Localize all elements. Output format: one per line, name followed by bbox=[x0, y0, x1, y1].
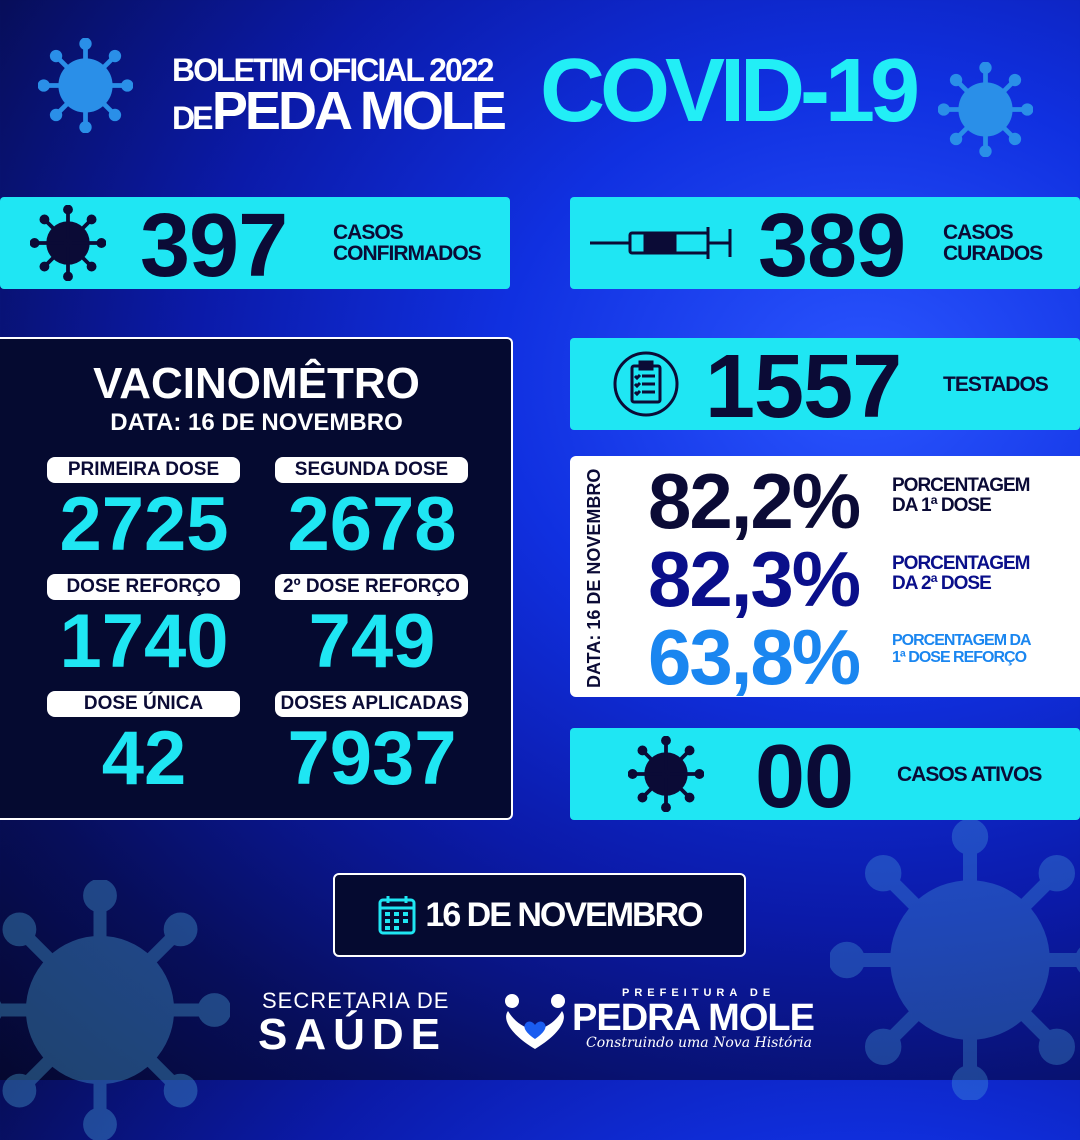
label-line: DA 2ª DOSE bbox=[892, 573, 992, 594]
prefeitura-logo: PREFEITURA DE PEDRA MOLE Construindo uma… bbox=[500, 985, 830, 1060]
label-line: PORCENTAGEM DA bbox=[892, 632, 1032, 649]
virus-decoration-icon bbox=[38, 38, 133, 133]
header-de: DE bbox=[172, 100, 213, 136]
percentage-label: PORCENTAGEM DA 1ª DOSE REFORÇO bbox=[892, 632, 1032, 666]
percentage-value: 63,8% bbox=[648, 613, 861, 701]
tested-label: TESTADOS bbox=[943, 373, 1049, 396]
virus-icon bbox=[30, 205, 106, 281]
header-line2: DE PEDA MOLE bbox=[172, 80, 507, 142]
virus-decoration-icon bbox=[0, 880, 230, 1140]
percentage-label: PORCENTAGEM DA 2ª DOSE bbox=[892, 553, 1030, 594]
label-line: CASOS bbox=[333, 221, 404, 244]
vaccine-dose-value: 749 bbox=[308, 599, 436, 684]
vaccine-dose-label: SEGUNDA DOSE bbox=[275, 457, 468, 483]
percentages-date: DATA: 16 DE NOVEMBRO bbox=[584, 468, 604, 688]
vaccine-dose-value: 2725 bbox=[59, 482, 229, 567]
percentages-panel: DATA: 16 DE NOVEMBRO 82,2% PORCENTAGEM DA … bbox=[570, 456, 1080, 697]
confirmed-label: CASOS CONFIRMADOS bbox=[333, 221, 482, 265]
header-city: PEDA MOLE bbox=[211, 81, 507, 141]
vaccine-dose-value: 2678 bbox=[287, 482, 457, 567]
cured-cases-card: 389 CASOS CURADOS bbox=[570, 196, 1080, 296]
tested-value: 1557 bbox=[705, 337, 902, 437]
active-label: CASOS ATIVOS bbox=[897, 763, 1042, 786]
virus-decoration-icon bbox=[830, 820, 1080, 1100]
clipboard-icon bbox=[613, 351, 679, 417]
calendar-icon bbox=[378, 896, 416, 935]
label-line: CASOS bbox=[943, 221, 1014, 244]
confirmed-value: 397 bbox=[140, 196, 288, 296]
label-line: 1ª DOSE REFORÇO bbox=[892, 649, 1027, 666]
vaccinometer-date: DATA: 16 DE NOVEMBRO bbox=[110, 409, 403, 436]
label-line: DA 1ª DOSE bbox=[892, 495, 992, 516]
page-title: COVID-19 bbox=[540, 41, 920, 141]
vaccine-dose-label: 2º DOSE REFORÇO bbox=[275, 574, 468, 600]
cured-label: CASOS CURADOS bbox=[943, 221, 1043, 265]
saude-label: SAÚDE bbox=[258, 1010, 448, 1059]
header-line1: BOLETIM OFICIAL 2022 bbox=[172, 52, 494, 88]
vaccine-dose-label: DOSES APLICADAS bbox=[275, 691, 468, 717]
syringe-icon bbox=[590, 227, 732, 259]
vaccinometer-title: VACINOMÊTRO bbox=[93, 359, 420, 408]
active-value: 00 bbox=[755, 727, 854, 827]
vaccinometer-panel: VACINOMÊTRO DATA: 16 DE NOVEMBRO PRIMEIR… bbox=[0, 337, 513, 820]
label-line: CURADOS bbox=[943, 242, 1043, 265]
label-line: CONFIRMADOS bbox=[333, 242, 482, 265]
logo-name: PEDRA MOLE bbox=[572, 997, 815, 1039]
vaccine-dose-label: PRIMEIRA DOSE bbox=[47, 457, 240, 483]
secretaria-label: SECRETARIA DE bbox=[262, 988, 450, 1013]
logo-top-text: PREFEITURA DE bbox=[622, 987, 776, 999]
active-cases-card: 00 CASOS ATIVOS bbox=[570, 727, 1080, 827]
confirmed-cases-card: 397 CASOS CONFIRMADOS bbox=[0, 196, 510, 296]
vaccine-dose-value: 42 bbox=[101, 716, 187, 801]
percentage-label: PORCENTAGEM DA 1ª DOSE bbox=[892, 475, 1030, 516]
logo-slogan: Construindo uma Nova História bbox=[586, 1035, 812, 1051]
vaccine-dose-value: 7937 bbox=[287, 716, 457, 801]
percentage-value: 82,3% bbox=[648, 535, 861, 623]
label-line: PORCENTAGEM bbox=[892, 475, 1030, 496]
cured-value: 389 bbox=[758, 196, 906, 296]
vaccine-dose-label: DOSE ÚNICA bbox=[47, 691, 240, 717]
percentage-value: 82,2% bbox=[648, 457, 861, 545]
heart-people-icon bbox=[505, 994, 565, 1049]
label-line: PORCENTAGEM bbox=[892, 553, 1030, 574]
vaccine-dose-label: DOSE REFORÇO bbox=[47, 574, 240, 600]
virus-icon bbox=[628, 736, 704, 812]
virus-decoration-icon bbox=[938, 62, 1033, 157]
date-badge: 16 DE NOVEMBRO bbox=[333, 873, 746, 957]
tested-card: 1557 TESTADOS bbox=[570, 337, 1080, 437]
vaccine-dose-value: 1740 bbox=[59, 599, 229, 684]
date-badge-text: 16 DE NOVEMBRO bbox=[425, 895, 703, 934]
